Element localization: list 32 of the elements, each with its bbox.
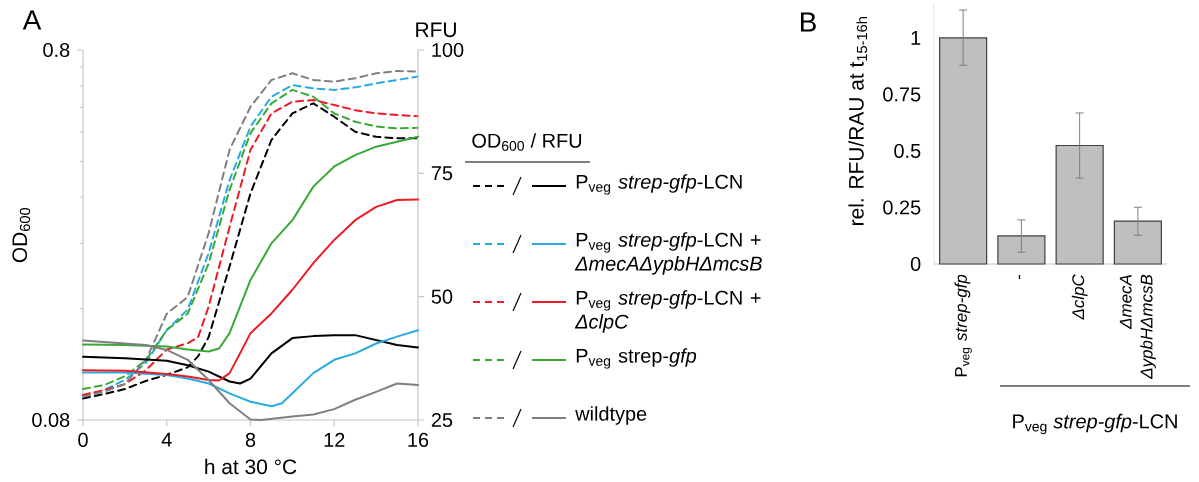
- y2-tick-label: 75: [431, 166, 453, 181]
- y2-tick-label: 50: [431, 289, 453, 304]
- text: P$_{veg}$ strep-gfp-LCN: [1013, 413, 1177, 435]
- y-tick-label: 1: [911, 31, 921, 45]
- y-tick-label: 0: [910, 256, 921, 272]
- y-tick-label: 0.5: [894, 143, 921, 158]
- x-tick-label: P$_{veg}$ strep-gfp: [954, 274, 972, 377]
- y2-axis-title: RFU: [416, 22, 456, 38]
- x-tick-label: 0: [78, 432, 88, 447]
- x-tick-label: 12: [324, 432, 345, 447]
- x-tick-label: ΔclpC: [1071, 274, 1088, 320]
- x-tick-label: 16: [408, 432, 429, 447]
- text: P$_{veg}$ strep-gfp-LCN + ΔclpC: [574, 290, 761, 333]
- y-axis-title: OD$_{600}$: [12, 207, 31, 263]
- x-tick-label: 8: [245, 432, 256, 447]
- x-axis-title: h at 30 °C: [205, 458, 297, 475]
- chart-title: A: [22, 10, 42, 30]
- legend-title: OD$_{600}$ / RFU: [472, 133, 582, 151]
- y-tick-label: 0.75: [883, 87, 921, 102]
- legend-label: wildtype: [575, 406, 647, 425]
- y-tick-label: 0.25: [883, 200, 921, 215]
- y2-tick-label: 100: [432, 42, 464, 58]
- chart-title: B: [800, 12, 816, 32]
- y-tick-label: 0.08: [32, 412, 70, 428]
- x-tick-label: 4: [161, 432, 172, 447]
- y2-tick-label: 25: [431, 412, 453, 428]
- x-tick-label: ΔmecA ΔypbHΔmcsB: [1119, 274, 1156, 380]
- legend-label: P$_{veg}$ strep-gfp-LCN: [576, 174, 742, 195]
- x-tick-label: -: [1018, 274, 1021, 280]
- y-axis-title: rel. RFU/RAU at t$_{15-16h}$: [848, 17, 868, 225]
- y-tick-label: 0.8: [43, 42, 70, 58]
- legend-label: P$_{veg}$ strep-gfp-LCN + ΔmecAΔypbHΔmcsB: [574, 232, 762, 275]
